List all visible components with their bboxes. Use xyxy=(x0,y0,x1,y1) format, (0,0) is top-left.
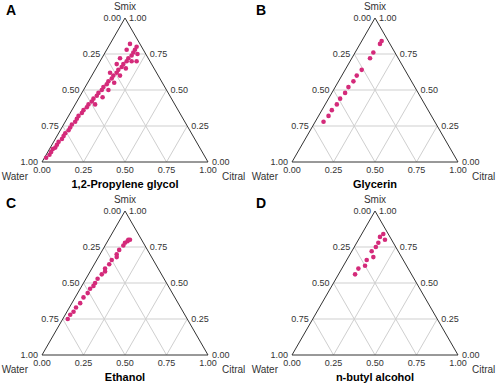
svg-text:0.25: 0.25 xyxy=(83,242,101,252)
svg-text:Water: Water xyxy=(8,171,29,182)
svg-text:Water: Water xyxy=(8,364,29,375)
svg-text:0.00: 0.00 xyxy=(33,165,51,175)
svg-text:0.25: 0.25 xyxy=(333,49,351,59)
svg-text:Citral: Citral xyxy=(472,171,492,182)
svg-text:0.75: 0.75 xyxy=(41,314,59,324)
svg-text:0.25: 0.25 xyxy=(83,49,101,59)
svg-text:0.50: 0.50 xyxy=(116,358,134,368)
html-text:n-butyl alcohol: n-butyl alcohol xyxy=(335,371,415,383)
svg-text:0.75: 0.75 xyxy=(291,121,309,131)
svg-text:Citral: Citral xyxy=(222,364,245,375)
svg-text:0.00: 0.00 xyxy=(353,206,371,216)
svg-text:Smix: Smix xyxy=(114,1,136,12)
svg-text:1.00: 1.00 xyxy=(199,358,217,368)
svg-text:0.25: 0.25 xyxy=(75,358,93,368)
svg-text:0.00: 0.00 xyxy=(283,358,301,368)
svg-text:0.75: 0.75 xyxy=(150,49,168,59)
svg-text:0.25: 0.25 xyxy=(441,314,459,324)
svg-text:0.75: 0.75 xyxy=(158,358,176,368)
svg-text:1.00: 1.00 xyxy=(20,157,38,167)
svg-text:0.00: 0.00 xyxy=(103,206,121,216)
html-text:D: D xyxy=(256,195,267,211)
svg-text:0.75: 0.75 xyxy=(158,165,176,175)
svg-text:1.00: 1.00 xyxy=(379,206,397,216)
svg-text:Smix: Smix xyxy=(364,1,386,12)
svg-text:0.50: 0.50 xyxy=(62,85,80,95)
svg-text:0.00: 0.00 xyxy=(212,157,230,167)
svg-text:0.75: 0.75 xyxy=(291,314,309,324)
svg-text:0.50: 0.50 xyxy=(312,85,330,95)
svg-text:0.00: 0.00 xyxy=(462,350,480,360)
svg-text:0.00: 0.00 xyxy=(462,157,480,167)
svg-text:0.75: 0.75 xyxy=(408,358,426,368)
html-text:B: B xyxy=(256,2,267,18)
html-text:1,2-Propylene glycol: 1,2-Propylene glycol xyxy=(71,178,179,190)
svg-text:1.00: 1.00 xyxy=(199,165,217,175)
svg-text:1.00: 1.00 xyxy=(20,350,38,360)
svg-text:0.50: 0.50 xyxy=(366,358,384,368)
svg-text:0.50: 0.50 xyxy=(421,85,439,95)
html-text:Ethanol: Ethanol xyxy=(104,371,146,383)
svg-text:1.00: 1.00 xyxy=(129,13,147,23)
svg-text:0.00: 0.00 xyxy=(103,13,121,23)
svg-text:Water: Water xyxy=(252,364,279,375)
svg-text:1.00: 1.00 xyxy=(379,13,397,23)
svg-text:0.00: 0.00 xyxy=(212,350,230,360)
svg-text:Water: Water xyxy=(252,171,279,182)
svg-text:0.25: 0.25 xyxy=(75,165,93,175)
svg-text:0.25: 0.25 xyxy=(325,358,343,368)
svg-text:Citral: Citral xyxy=(222,171,245,182)
html-text:A: A xyxy=(6,2,17,18)
html-text:Glycerin: Glycerin xyxy=(353,178,397,190)
svg-text:0.50: 0.50 xyxy=(312,278,330,288)
svg-text:0.00: 0.00 xyxy=(353,13,371,23)
svg-text:0.75: 0.75 xyxy=(408,165,426,175)
svg-text:1.00: 1.00 xyxy=(270,350,288,360)
svg-text:0.75: 0.75 xyxy=(41,121,59,131)
svg-text:0.00: 0.00 xyxy=(33,358,51,368)
svg-text:1.00: 1.00 xyxy=(270,157,288,167)
svg-text:0.25: 0.25 xyxy=(325,165,343,175)
svg-text:0.50: 0.50 xyxy=(171,278,189,288)
svg-text:0.50: 0.50 xyxy=(116,165,134,175)
svg-text:0.50: 0.50 xyxy=(366,165,384,175)
svg-text:Smix: Smix xyxy=(364,194,386,205)
svg-text:0.75: 0.75 xyxy=(400,242,418,252)
svg-text:0.25: 0.25 xyxy=(333,242,351,252)
svg-text:Citral: Citral xyxy=(472,364,492,375)
svg-text:0.25: 0.25 xyxy=(191,121,209,131)
html-text:C: C xyxy=(6,195,17,211)
svg-text:0.50: 0.50 xyxy=(62,278,80,288)
svg-text:Smix: Smix xyxy=(114,194,136,205)
svg-text:0.00: 0.00 xyxy=(283,165,301,175)
svg-text:0.25: 0.25 xyxy=(191,314,209,324)
svg-text:0.25: 0.25 xyxy=(441,121,459,131)
svg-text:0.75: 0.75 xyxy=(400,49,418,59)
svg-text:0.50: 0.50 xyxy=(421,278,439,288)
svg-text:0.50: 0.50 xyxy=(171,85,189,95)
svg-text:1.00: 1.00 xyxy=(129,206,147,216)
svg-text:1.00: 1.00 xyxy=(449,358,467,368)
svg-text:0.75: 0.75 xyxy=(150,242,168,252)
svg-text:1.00: 1.00 xyxy=(449,165,467,175)
